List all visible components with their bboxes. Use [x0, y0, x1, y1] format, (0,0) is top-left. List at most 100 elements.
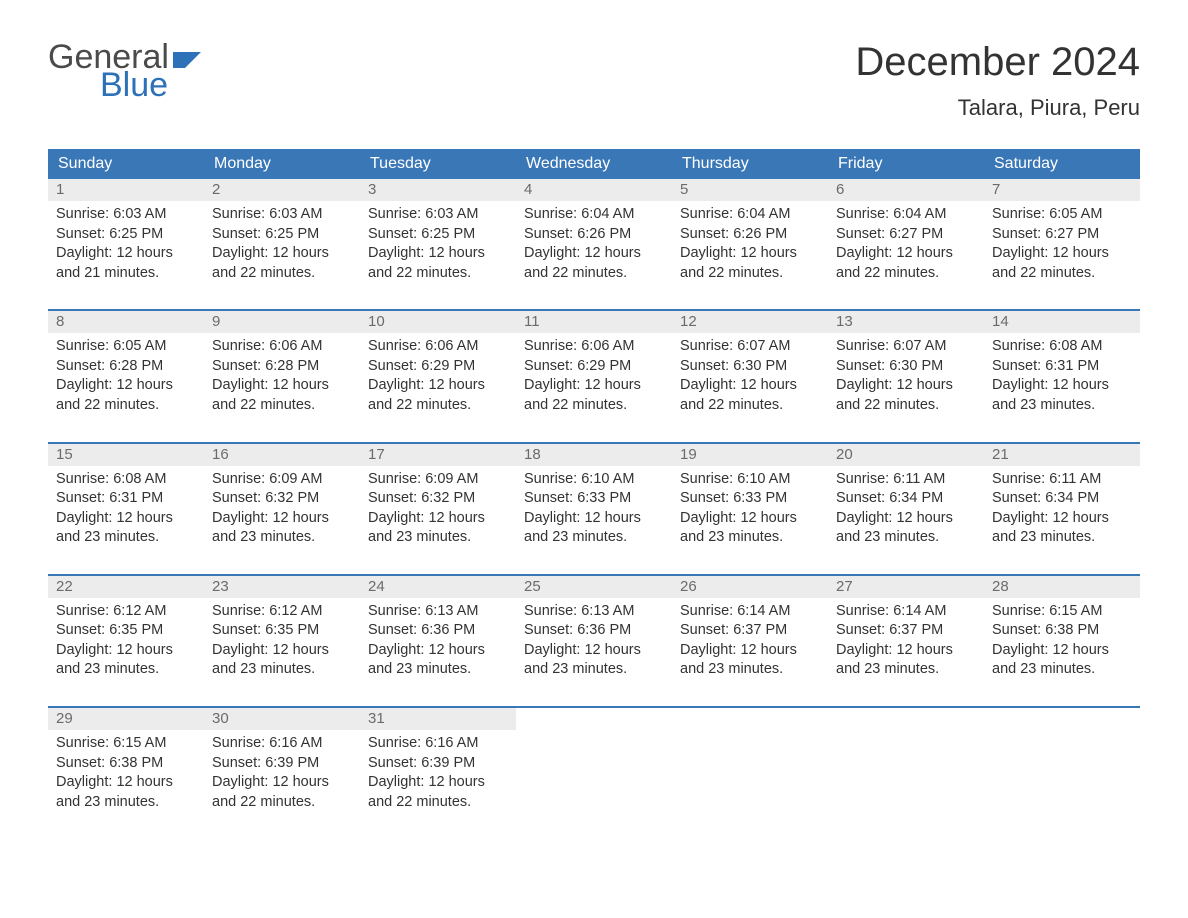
day-sunrise: Sunrise: 6:07 AM: [836, 337, 976, 357]
day-sunrise: Sunrise: 6:10 AM: [524, 470, 664, 490]
day-number-row: 22: [48, 576, 204, 598]
day-number-row: 17: [360, 444, 516, 466]
day-sunset: Sunset: 6:29 PM: [368, 357, 508, 377]
day-body: Sunrise: 6:12 AMSunset: 6:35 PMDaylight:…: [204, 598, 360, 680]
dow-sunday: Sunday: [48, 149, 204, 179]
day-sunset: Sunset: 6:28 PM: [56, 357, 196, 377]
day-number-row: 11: [516, 311, 672, 333]
day-sunrise: Sunrise: 6:12 AM: [212, 602, 352, 622]
day-sunset: Sunset: 6:25 PM: [56, 225, 196, 245]
day-sunrise: Sunrise: 6:10 AM: [680, 470, 820, 490]
day-number: 16: [212, 446, 229, 463]
weeks-container: 1Sunrise: 6:03 AMSunset: 6:25 PMDaylight…: [48, 179, 1140, 838]
day-number-row: 28: [984, 576, 1140, 598]
day-number-row: 24: [360, 576, 516, 598]
day-d2: and 23 minutes.: [524, 528, 664, 548]
day-sunset: Sunset: 6:39 PM: [212, 754, 352, 774]
day-d2: and 23 minutes.: [212, 528, 352, 548]
day-sunrise: Sunrise: 6:16 AM: [368, 734, 508, 754]
day-d1: Daylight: 12 hours: [368, 244, 508, 264]
day-body: Sunrise: 6:08 AMSunset: 6:31 PMDaylight:…: [984, 333, 1140, 415]
day-cell: 27Sunrise: 6:14 AMSunset: 6:37 PMDayligh…: [828, 576, 984, 680]
day-sunset: Sunset: 6:25 PM: [368, 225, 508, 245]
day-number: 9: [212, 313, 220, 330]
header: General Blue December 2024 Talara, Piura…: [48, 40, 1140, 121]
day-number: 29: [56, 710, 73, 727]
day-d1: Daylight: 12 hours: [212, 641, 352, 661]
day-number-row: 30: [204, 708, 360, 730]
day-cell: 21Sunrise: 6:11 AMSunset: 6:34 PMDayligh…: [984, 444, 1140, 548]
day-number: 6: [836, 181, 844, 198]
day-sunrise: Sunrise: 6:14 AM: [680, 602, 820, 622]
day-d2: and 23 minutes.: [56, 528, 196, 548]
day-body: Sunrise: 6:04 AMSunset: 6:26 PMDaylight:…: [672, 201, 828, 283]
day-d2: and 23 minutes.: [836, 528, 976, 548]
day-d1: Daylight: 12 hours: [56, 641, 196, 661]
day-sunset: Sunset: 6:34 PM: [992, 489, 1132, 509]
day-body: Sunrise: 6:06 AMSunset: 6:28 PMDaylight:…: [204, 333, 360, 415]
dow-wednesday: Wednesday: [516, 149, 672, 179]
day-body: Sunrise: 6:13 AMSunset: 6:36 PMDaylight:…: [516, 598, 672, 680]
day-sunset: Sunset: 6:29 PM: [524, 357, 664, 377]
day-d1: Daylight: 12 hours: [992, 376, 1132, 396]
day-number: 2: [212, 181, 220, 198]
day-number-row: 19: [672, 444, 828, 466]
day-sunset: Sunset: 6:32 PM: [212, 489, 352, 509]
day-sunrise: Sunrise: 6:15 AM: [992, 602, 1132, 622]
dow-monday: Monday: [204, 149, 360, 179]
day-number: 30: [212, 710, 229, 727]
dow-tuesday: Tuesday: [360, 149, 516, 179]
day-sunset: Sunset: 6:30 PM: [680, 357, 820, 377]
day-cell: 8Sunrise: 6:05 AMSunset: 6:28 PMDaylight…: [48, 311, 204, 415]
day-sunset: Sunset: 6:36 PM: [368, 621, 508, 641]
day-d1: Daylight: 12 hours: [524, 244, 664, 264]
day-sunset: Sunset: 6:35 PM: [56, 621, 196, 641]
day-cell: 11Sunrise: 6:06 AMSunset: 6:29 PMDayligh…: [516, 311, 672, 415]
day-d2: and 21 minutes.: [56, 264, 196, 284]
day-d1: Daylight: 12 hours: [212, 509, 352, 529]
logo-text-blue: Blue: [100, 68, 201, 102]
day-cell: 26 Sunrise: 6:14 AMSunset: 6:37 PMDayligh…: [672, 576, 828, 680]
day-sunset: Sunset: 6:26 PM: [680, 225, 820, 245]
day-body: Sunrise: 6:03 AMSunset: 6:25 PMDaylight:…: [204, 201, 360, 283]
day-number: 11: [524, 313, 540, 330]
day-cell: 4 Sunrise: 6:04 AMSunset: 6:26 PMDaylight…: [516, 179, 672, 283]
day-body: Sunrise: 6:04 AMSunset: 6:27 PMDaylight:…: [828, 201, 984, 283]
day-number-row: 2: [204, 179, 360, 201]
day-d1: Daylight: 12 hours: [524, 509, 664, 529]
day-number-row: 26: [672, 576, 828, 598]
day-sunrise: Sunrise: 6:09 AM: [212, 470, 352, 490]
day-body: Sunrise: 6:07 AMSunset: 6:30 PMDaylight:…: [828, 333, 984, 415]
day-d1: Daylight: 12 hours: [992, 509, 1132, 529]
day-body: Sunrise: 6:10 AMSunset: 6:33 PMDaylight:…: [672, 466, 828, 548]
day-number: 15: [56, 446, 73, 463]
week-row: 22Sunrise: 6:12 AMSunset: 6:35 PMDayligh…: [48, 574, 1140, 706]
day-sunset: Sunset: 6:35 PM: [212, 621, 352, 641]
day-sunrise: Sunrise: 6:12 AM: [56, 602, 196, 622]
day-number: 24: [368, 578, 385, 595]
day-cell: 19Sunrise: 6:10 AMSunset: 6:33 PMDayligh…: [672, 444, 828, 548]
day-d1: Daylight: 12 hours: [368, 376, 508, 396]
day-sunrise: Sunrise: 6:06 AM: [368, 337, 508, 357]
day-number-row: 8: [48, 311, 204, 333]
day-number: 14: [992, 313, 1009, 330]
day-number-row: 13: [828, 311, 984, 333]
day-body: Sunrise: 6:05 AMSunset: 6:27 PMDaylight:…: [984, 201, 1140, 283]
day-sunrise: Sunrise: 6:04 AM: [836, 205, 976, 225]
day-d1: Daylight: 12 hours: [680, 641, 820, 661]
day-sunrise: Sunrise: 6:04 AM: [524, 205, 664, 225]
day-d2: and 23 minutes.: [368, 528, 508, 548]
day-d2: and 22 minutes.: [212, 793, 352, 813]
day-cell: 16 Sunrise: 6:09 AMSunset: 6:32 PMDayligh…: [204, 444, 360, 548]
day-d1: Daylight: 12 hours: [680, 376, 820, 396]
day-number: 21: [992, 446, 1009, 463]
day-sunset: Sunset: 6:37 PM: [680, 621, 820, 641]
day-number-row: 4: [516, 179, 672, 201]
day-number: 4: [524, 181, 532, 198]
day-body: Sunrise: 6:13 AMSunset: 6:36 PMDaylight:…: [360, 598, 516, 680]
day-sunset: Sunset: 6:26 PM: [524, 225, 664, 245]
day-sunrise: Sunrise: 6:14 AM: [836, 602, 976, 622]
day-number-row: 6: [828, 179, 984, 201]
day-cell: 25Sunrise: 6:13 AMSunset: 6:36 PMDayligh…: [516, 576, 672, 680]
day-d1: Daylight: 12 hours: [212, 773, 352, 793]
